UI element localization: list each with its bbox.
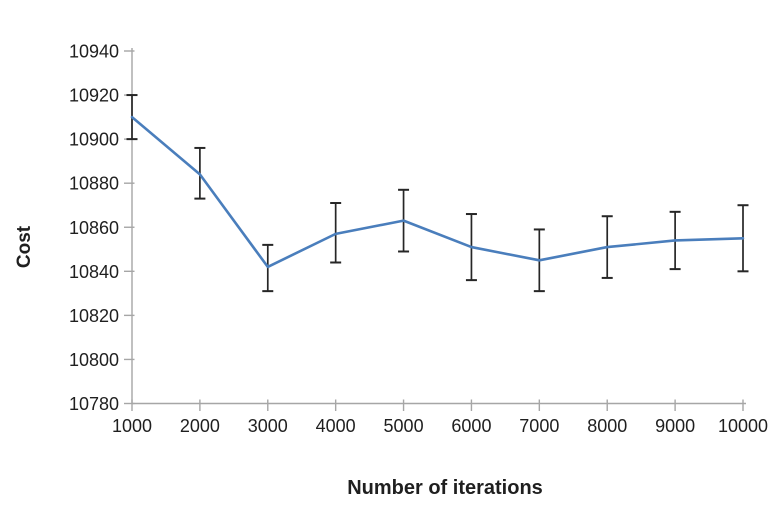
x-tick-label: 10000	[718, 416, 768, 436]
y-axis-title: Cost	[14, 225, 35, 268]
chart-generated-content: 10940 10920 10900 10880 10860 10840 10820 10800…	[69, 42, 768, 437]
x-tick-label: 5000	[384, 416, 424, 436]
x-axis-title: Number of iterations	[347, 477, 543, 499]
y-tick-label: 10820	[69, 306, 119, 326]
cost-line	[130, 115, 745, 269]
y-tick-label: 10800	[69, 350, 119, 370]
y-tick-label: 10940	[69, 42, 119, 62]
x-tick-label: 9000	[655, 416, 695, 436]
x-tick-label: 2000	[180, 416, 220, 436]
y-tick-label: 10900	[69, 130, 119, 150]
y-tick-label: 10860	[69, 218, 119, 238]
y-tick-label: 10840	[69, 262, 119, 282]
x-tick-label: 1000	[112, 416, 152, 436]
x-tick-label: 7000	[519, 416, 559, 436]
y-tick-label: 10880	[69, 174, 119, 194]
x-tick-label: 6000	[451, 416, 491, 436]
x-tick-label: 3000	[248, 416, 288, 436]
x-tick-label: 8000	[587, 416, 627, 436]
x-tick-label: 4000	[316, 416, 356, 436]
y-tick-label: 10920	[69, 86, 119, 106]
y-tick-label: 10780	[69, 394, 119, 414]
